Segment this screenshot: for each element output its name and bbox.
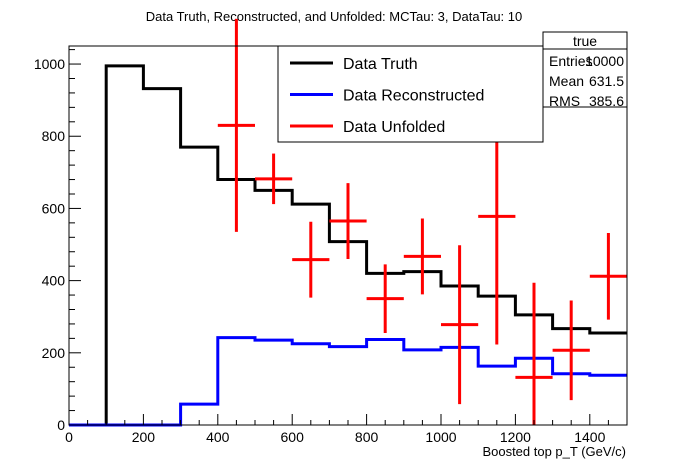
unfolded-point (441, 245, 479, 405)
stats-label: Entries (549, 53, 593, 69)
unfolded-point (403, 218, 441, 295)
stats-label: RMS (549, 93, 580, 109)
unfolded-point (366, 264, 404, 333)
x-tick-label: 600 (281, 429, 305, 445)
x-tick-label: 200 (132, 429, 156, 445)
unfolded-point (552, 300, 590, 401)
x-tick-label: 800 (355, 429, 379, 445)
unfolded-point (255, 153, 293, 205)
y-tick-label: 800 (42, 128, 66, 144)
stats-box-frame (542, 31, 628, 108)
legend-label-data-reconstructed: Data Reconstructed (343, 88, 484, 105)
y-tick-label: 0 (57, 417, 65, 433)
stats-value: 10000 (585, 53, 624, 69)
x-axis-title: Boosted top p_T (GeV/c) (482, 444, 626, 459)
unfolded-point (292, 221, 330, 298)
unfolded-point (217, 18, 255, 232)
x-tick-label: 0 (65, 429, 73, 445)
unfolded-point (515, 282, 553, 425)
stats-box-title: true (573, 33, 597, 49)
stats-value: 631.5 (589, 73, 624, 89)
chart-title: Data Truth, Reconstructed, and Unfolded:… (146, 9, 523, 24)
legend-label-data-truth: Data Truth (343, 56, 418, 73)
plot-area (69, 18, 627, 427)
unfolded-point (329, 183, 367, 259)
legend-label-data-unfolded: Data Unfolded (343, 119, 445, 136)
y-tick-label: 400 (42, 273, 66, 289)
y-tick-label: 1000 (34, 56, 65, 72)
x-tick-label: 400 (206, 429, 230, 445)
legend: Data Truth Data Reconstructed Data Unfolde… (277, 45, 544, 143)
stats-label: Mean (549, 73, 584, 89)
data-reconstructed-histogram (69, 336, 627, 427)
stats-value: 385.6 (589, 93, 624, 109)
unfolded-point (589, 232, 627, 320)
x-tick-label: 1000 (425, 429, 456, 445)
x-tick-label: 1200 (500, 429, 531, 445)
y-tick-label: 200 (42, 345, 66, 361)
x-tick-label: 1400 (574, 429, 605, 445)
y-tick-label: 600 (42, 200, 66, 216)
